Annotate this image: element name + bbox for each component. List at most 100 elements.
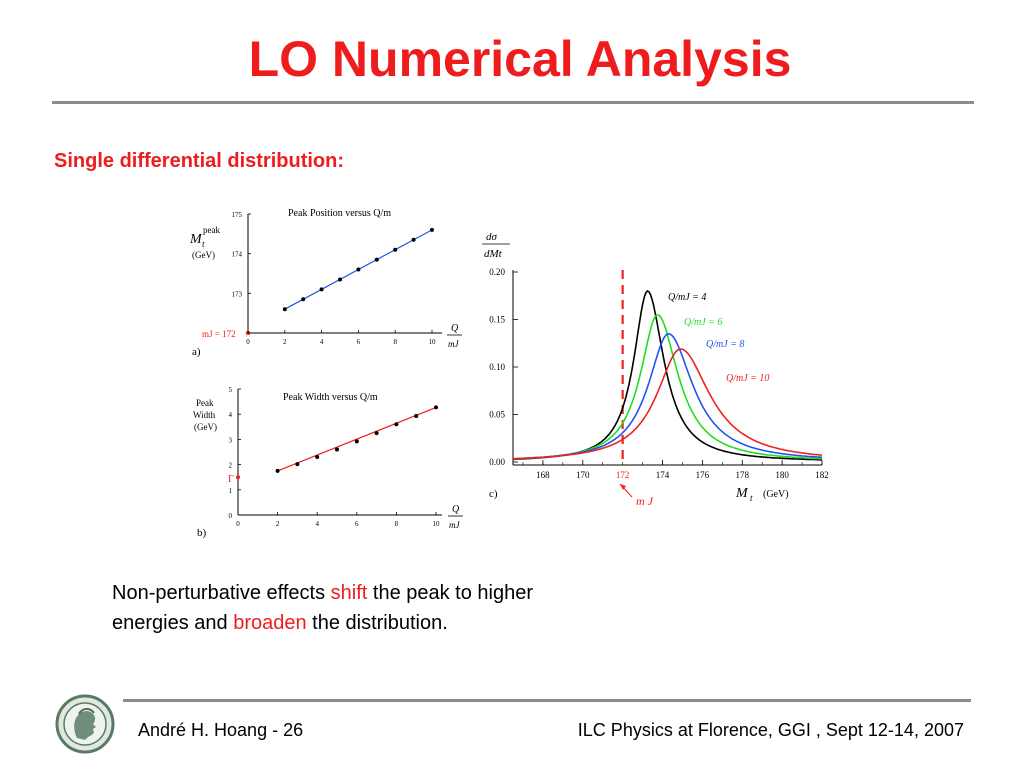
x-tick-label: 10 (429, 338, 437, 346)
panel-b-ylabel-line3: (GeV) (194, 422, 217, 432)
x-tick-label: 4 (315, 520, 319, 528)
data-point (374, 257, 379, 262)
legend-entry: Q/mJ = 6 (684, 317, 722, 328)
x-tick-label: 6 (357, 338, 361, 346)
y-tick-label: 5 (229, 386, 233, 394)
panel-b-ref-label: Γ (228, 474, 234, 485)
panel-a-ylabel-main: M (189, 232, 203, 247)
x-tick-label: 4 (320, 338, 324, 346)
data-point (394, 422, 399, 427)
data-point (301, 297, 306, 302)
panel-c-y-ticks: 0.00 0.05 0.10 0.15 0.20 (489, 267, 518, 467)
panel-a-x-ticks: 0 2 4 6 8 10 (246, 330, 436, 346)
legend-entry: Q/mJ = 4 (668, 292, 706, 303)
panel-a-marks (282, 227, 434, 312)
panel-b-x-ticks: 0 2 4 6 8 10 (236, 512, 440, 528)
data-point (338, 277, 342, 282)
title-divider (52, 101, 974, 104)
data-point (354, 439, 359, 444)
panel-c-legend: Q/mJ = 4 Q/mJ = 6 Q/mJ = 8 Q/mJ = 10 (668, 292, 769, 384)
y-tick-label: 0.05 (489, 410, 505, 420)
panel-b-xlabel-num: Q (452, 504, 460, 515)
figure-panels: Peak Position versus Q/m M t peak (GeV) … (189, 208, 829, 539)
legend-entry: Q/mJ = 8 (706, 339, 744, 350)
panel-c-panel-label: c) (489, 488, 498, 500)
x-tick-label: 8 (395, 520, 399, 528)
panel-b-xlabel-den: mJ (449, 520, 460, 530)
series-line (512, 332, 823, 460)
panel-a-peak-position: Peak Position versus Q/m M t peak (GeV) … (189, 208, 462, 358)
x-tick-label: 178 (736, 470, 750, 480)
data-point (393, 247, 398, 252)
panel-c-xlabel-unit: (GeV) (763, 489, 789, 500)
slide-subtitle: Single differential distribution: (54, 150, 344, 172)
data-point (295, 462, 300, 467)
x-ref-tick-label: 172 (616, 470, 630, 480)
panel-c-x-ticks: 168 170 174 176 178 180 182 172 (522, 460, 829, 480)
panel-b-ylabel-line1: Peak (196, 398, 214, 408)
x-tick-label: 176 (696, 470, 710, 480)
y-tick-label: 0.15 (489, 315, 505, 325)
y-tick-label: 0.20 (489, 267, 505, 277)
slide-title: LO Numerical Analysis (248, 31, 792, 87)
y-tick-label: 174 (232, 251, 243, 259)
body-text-part3: energies and (112, 612, 234, 634)
panel-c-xlabel-sub: t (750, 493, 753, 503)
data-point (430, 227, 434, 232)
panel-b-ylabel-line2: Width (193, 410, 216, 420)
panel-b-peak-width: Peak Width versus Q/m Peak Width (GeV) Γ… (193, 386, 463, 539)
x-tick-label: 2 (276, 520, 280, 528)
data-point (374, 431, 379, 436)
x-tick-label: 168 (536, 470, 550, 480)
panel-c-distribution: dσ dMt c) M t (GeV) m J 168 170 174 176 178 1… (482, 231, 829, 508)
y-tick-label: 1 (229, 487, 233, 495)
body-paragraph: Non-perturbative effects shift the peak … (112, 578, 712, 638)
panel-c-marks (512, 270, 823, 465)
data-point (356, 267, 361, 272)
panel-a-y-ticks: 173 174 175 (232, 211, 251, 334)
x-tick-label: 0 (236, 520, 240, 528)
panel-a-ref-label: mJ = 172 (202, 329, 236, 339)
data-point (282, 307, 287, 312)
x-tick-label: 0 (246, 338, 250, 346)
institute-seal-logo (55, 694, 115, 754)
y-tick-label: 4 (229, 411, 233, 419)
x-tick-label: 174 (656, 470, 670, 480)
series-line (513, 348, 823, 460)
panel-b-panel-label: b) (197, 527, 207, 539)
footer-divider (123, 699, 971, 702)
panel-b-title: Peak Width versus Q/m (283, 392, 378, 403)
panel-a-xlabel-num: Q (451, 323, 459, 334)
panel-b-y-ticks: 0 1 2 3 4 5 (229, 386, 241, 520)
data-point (414, 413, 419, 418)
panel-a-title: Peak Position versus Q/m (288, 208, 391, 219)
panel-c-ref-arrowhead (620, 484, 626, 490)
x-tick-label: 182 (815, 470, 829, 480)
x-tick-label: 10 (433, 520, 441, 528)
y-tick-label: 0.10 (489, 362, 505, 372)
x-tick-label: 2 (283, 338, 287, 346)
y-tick-label: 173 (232, 290, 243, 298)
panel-c-ref-label: m J (636, 494, 654, 508)
panel-a-panel-label: a) (192, 346, 201, 358)
x-tick-label: 180 (775, 470, 789, 480)
fit-line (277, 406, 437, 472)
x-tick-label: 6 (355, 520, 359, 528)
y-tick-label: 0.00 (489, 457, 505, 467)
y-tick-label: 3 (229, 436, 233, 444)
x-tick-label: 170 (576, 470, 590, 480)
footer-author: André H. Hoang - 26 (138, 720, 304, 740)
data-point (335, 447, 339, 452)
data-point (275, 468, 280, 473)
panel-c-ylabel-num: dσ (486, 231, 498, 243)
data-point (319, 287, 324, 292)
y-tick-label: 175 (232, 211, 243, 219)
panel-a-xlabel-den: mJ (448, 339, 459, 349)
panel-c-xlabel-main: M (735, 486, 749, 501)
panel-a-ylabel-sup: peak (203, 225, 220, 235)
y-tick-label: 0 (229, 512, 233, 520)
series-line (513, 290, 822, 461)
x-tick-label: 8 (393, 338, 397, 346)
data-point (315, 455, 320, 460)
ref-dot (236, 475, 240, 480)
